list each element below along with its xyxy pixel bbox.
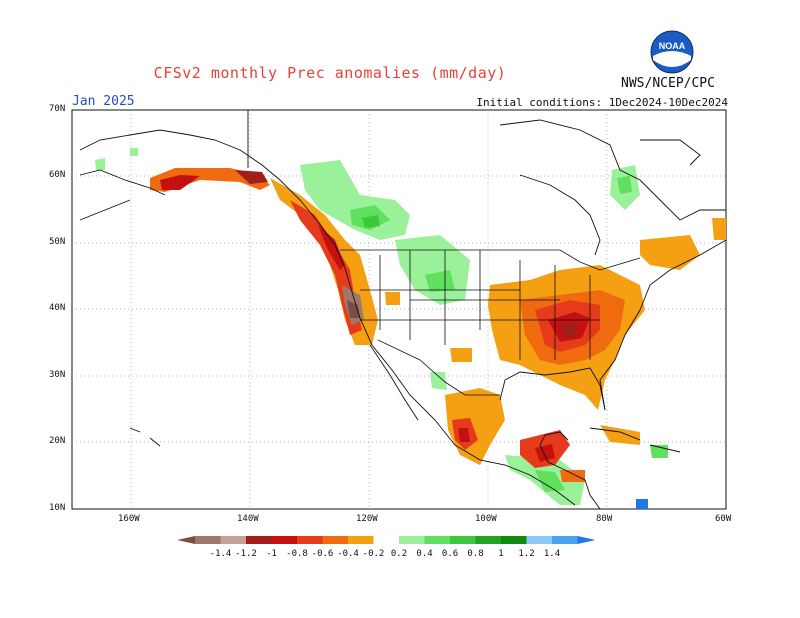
dry-anomaly-areas [150,168,726,482]
colorbar-label: -1.4 [210,549,232,559]
colorbar-swatch [475,536,501,544]
colorbar-arrow-right [577,536,596,544]
colorbar-swatch [246,536,272,544]
noaa-logo: NOAA [650,30,694,74]
colorbar-swatch [552,536,578,544]
colorbar-label: 0.8 [467,549,483,559]
colorbar-swatch [501,536,527,544]
lat-label: 40N [49,303,66,313]
lon-label: 120W [356,514,378,524]
lat-label: 20N [49,436,66,446]
lat-label: 30N [49,370,66,380]
lon-label: 60W [715,514,732,524]
colorbar-swatch [195,536,221,544]
colorbar-swatch [373,536,399,544]
lon-label: 80W [596,514,613,524]
colorbar-swatch [322,536,348,544]
colorbar-swatch [424,536,450,544]
organization-label: NWS/NCEP/CPC [621,76,715,91]
colorbar-label: -0.2 [363,549,385,559]
wet-anomaly-areas [95,148,668,509]
colorbar-label: -0.6 [312,549,334,559]
colorbar-arrow-left [177,536,195,544]
colorbar-label: 1.4 [544,549,560,559]
colorbar-label: 0.6 [442,549,458,559]
colorbar-label: 1 [498,549,503,559]
coastlines [79,110,727,510]
lat-label: 60N [49,170,66,180]
colorbar-label: -1 [266,549,277,559]
colorbar-swatch [348,536,374,544]
colorbar-label: 0.4 [416,549,432,559]
lon-label: 140W [237,514,259,524]
colorbar-swatch [297,536,323,544]
colorbar-label: -0.4 [337,549,359,559]
colorbar-label: -0.8 [286,549,308,559]
target-month: Jan 2025 [72,94,135,109]
colorbar-swatch [220,536,246,544]
colorbar-swatch [526,536,552,544]
colorbar-swatch [271,536,297,544]
colorbar-label: 1.2 [518,549,534,559]
colorbar-swatch [399,536,425,544]
colorbar: -1.4 -1.2 -1 -0.8 -0.6 -0.4 -0.2 0.2 0.4 0.6 0.8 1 1… [177,536,596,559]
chart-title: CFSv2 monthly Prec anomalies (mm/day) [153,64,507,82]
lat-label: 10N [49,503,66,513]
political-borders [340,249,641,396]
lat-label: 70N [49,104,66,114]
svg-text:NOAA: NOAA [659,41,686,51]
colorbar-label: 0.2 [391,549,407,559]
lat-label: 50N [49,237,66,247]
colorbar-swatch [450,536,476,544]
lon-label: 100W [475,514,497,524]
colorbar-label: -1.2 [235,549,257,559]
initial-conditions: Initial conditions: 1Dec2024-10Dec2024 [476,96,728,109]
lon-label: 160W [118,514,140,524]
